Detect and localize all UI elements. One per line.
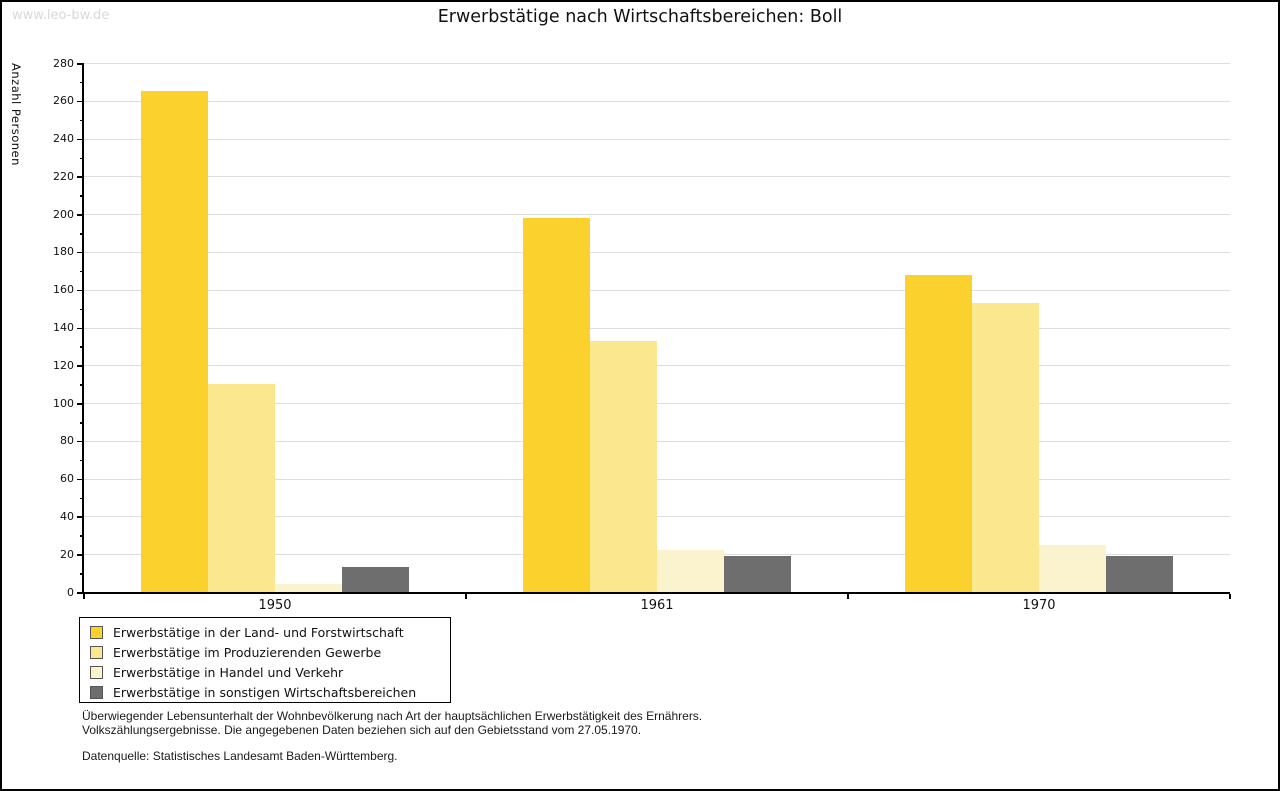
x-tick-mark	[1229, 594, 1231, 599]
y-tick-mark	[77, 100, 84, 103]
y-tick-label: 0	[67, 585, 74, 599]
footnote-source: Datenquelle: Statistisches Landesamt Bad…	[82, 749, 398, 763]
bar	[905, 274, 972, 592]
bar	[590, 340, 657, 592]
x-tick-mark	[847, 594, 849, 599]
y-gridline	[84, 516, 1230, 518]
x-axis-line	[82, 592, 1230, 594]
y-gridline	[84, 440, 1230, 442]
legend-swatch-icon	[90, 625, 103, 639]
legend-label: Erwerbstätige im Produzierenden Gewerbe	[113, 644, 382, 660]
x-tick-mark	[83, 594, 85, 599]
y-axis-title: Anzahl Personen	[9, 63, 23, 166]
y-tick-mark	[77, 327, 84, 329]
y-tick-mark	[77, 554, 84, 556]
legend-swatch-icon	[90, 685, 103, 699]
y-tick-mark	[77, 440, 84, 443]
bar	[523, 217, 590, 592]
y-tick-label: 180	[53, 245, 74, 259]
x-tick-label: 1961	[640, 598, 674, 613]
y-tick-label: 100	[53, 396, 74, 410]
x-tick-mark	[465, 594, 467, 599]
legend-item: Erwerbstätige im Produzierenden Gewerbe	[80, 642, 450, 662]
y-tick-label: 260	[53, 94, 74, 108]
bar	[208, 384, 275, 592]
y-tick-mark	[77, 516, 84, 518]
y-tick-label: 140	[53, 321, 74, 334]
bar	[1106, 556, 1173, 592]
y-gridline	[84, 138, 1230, 140]
legend-item: Erwerbstätige in sonstigen Wirtschaftsbe…	[80, 682, 450, 702]
y-tick-mark	[77, 176, 84, 178]
bar	[972, 302, 1039, 592]
y-gridline	[84, 289, 1230, 291]
legend-item: Erwerbstätige in der Land- und Forstwirt…	[80, 622, 450, 642]
y-tick-label: 220	[53, 169, 74, 183]
y-tick-mark	[77, 214, 84, 216]
y-gridline	[84, 327, 1230, 329]
x-tick-label: 1950	[258, 598, 292, 613]
y-axis-line	[82, 63, 84, 594]
y-tick-mark	[77, 478, 84, 481]
y-tick-label: 120	[53, 358, 74, 372]
y-tick-mark	[77, 365, 84, 367]
bar	[141, 91, 208, 592]
y-gridline	[84, 214, 1230, 216]
bar	[342, 567, 409, 592]
watermark: www.leo-bw.de	[12, 8, 110, 23]
y-gridline	[84, 365, 1230, 367]
legend-swatch-icon	[90, 645, 103, 659]
y-tick-label: 160	[53, 283, 74, 297]
y-tick-label: 60	[60, 472, 74, 486]
legend-item: Erwerbstätige in Handel und Verkehr	[80, 662, 450, 682]
legend-label: Erwerbstätige in der Land- und Forstwirt…	[113, 624, 404, 640]
y-gridline	[84, 403, 1230, 405]
bar	[1039, 544, 1106, 592]
y-tick-mark	[77, 138, 84, 141]
y-tick-mark	[77, 592, 84, 594]
y-tick-label: 40	[60, 509, 74, 523]
chart-title: Erwerbstätige nach Wirtschaftsbereichen:…	[437, 7, 843, 27]
y-gridline	[84, 63, 1230, 64]
chart-legend: Erwerbstätige in der Land- und Forstwirt…	[79, 617, 451, 703]
x-tick-label: 1970	[1022, 598, 1056, 613]
y-gridline	[84, 100, 1230, 102]
y-tick-mark	[77, 403, 84, 405]
y-gridline	[84, 478, 1230, 480]
legend-label: Erwerbstätige in sonstigen Wirtschaftsbe…	[113, 684, 417, 700]
legend-label: Erwerbstätige in Handel und Verkehr	[113, 664, 344, 680]
footnote-line-1: Überwiegender Lebensunterhalt der Wohnbe…	[82, 709, 703, 723]
bar	[657, 550, 724, 592]
y-tick-label: 80	[60, 434, 74, 448]
y-tick-label: 20	[60, 547, 74, 561]
y-tick-label: 280	[53, 56, 74, 70]
y-tick-mark	[77, 63, 84, 65]
bar	[724, 556, 791, 592]
y-tick-mark	[77, 289, 84, 292]
y-gridline	[84, 176, 1230, 178]
y-tick-mark	[77, 251, 84, 254]
bar	[275, 584, 342, 592]
legend-swatch-icon	[90, 665, 103, 679]
y-tick-label: 240	[53, 132, 74, 146]
y-gridline	[84, 251, 1230, 253]
y-tick-label: 200	[53, 207, 74, 221]
footnote-line-2: Volkszählungsergebnisse. Die angegebenen…	[82, 723, 642, 737]
